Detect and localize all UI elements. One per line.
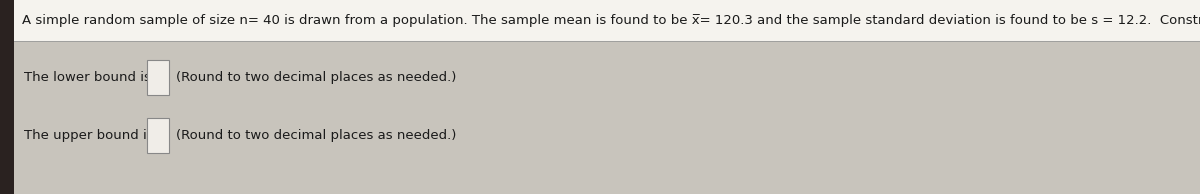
- Text: The upper bound is: The upper bound is: [24, 129, 154, 142]
- Text: The lower bound is: The lower bound is: [24, 71, 151, 84]
- Bar: [148, 118, 169, 153]
- Text: A simple random sample of size n= 40 is drawn from a population. The sample mean: A simple random sample of size n= 40 is …: [22, 14, 1200, 27]
- Bar: [0, 0, 14, 194]
- Text: (Round to two decimal places as needed.): (Round to two decimal places as needed.): [176, 71, 456, 84]
- Bar: [148, 60, 169, 95]
- Bar: [14, 0, 1200, 41]
- Text: (Round to two decimal places as needed.): (Round to two decimal places as needed.): [176, 129, 456, 142]
